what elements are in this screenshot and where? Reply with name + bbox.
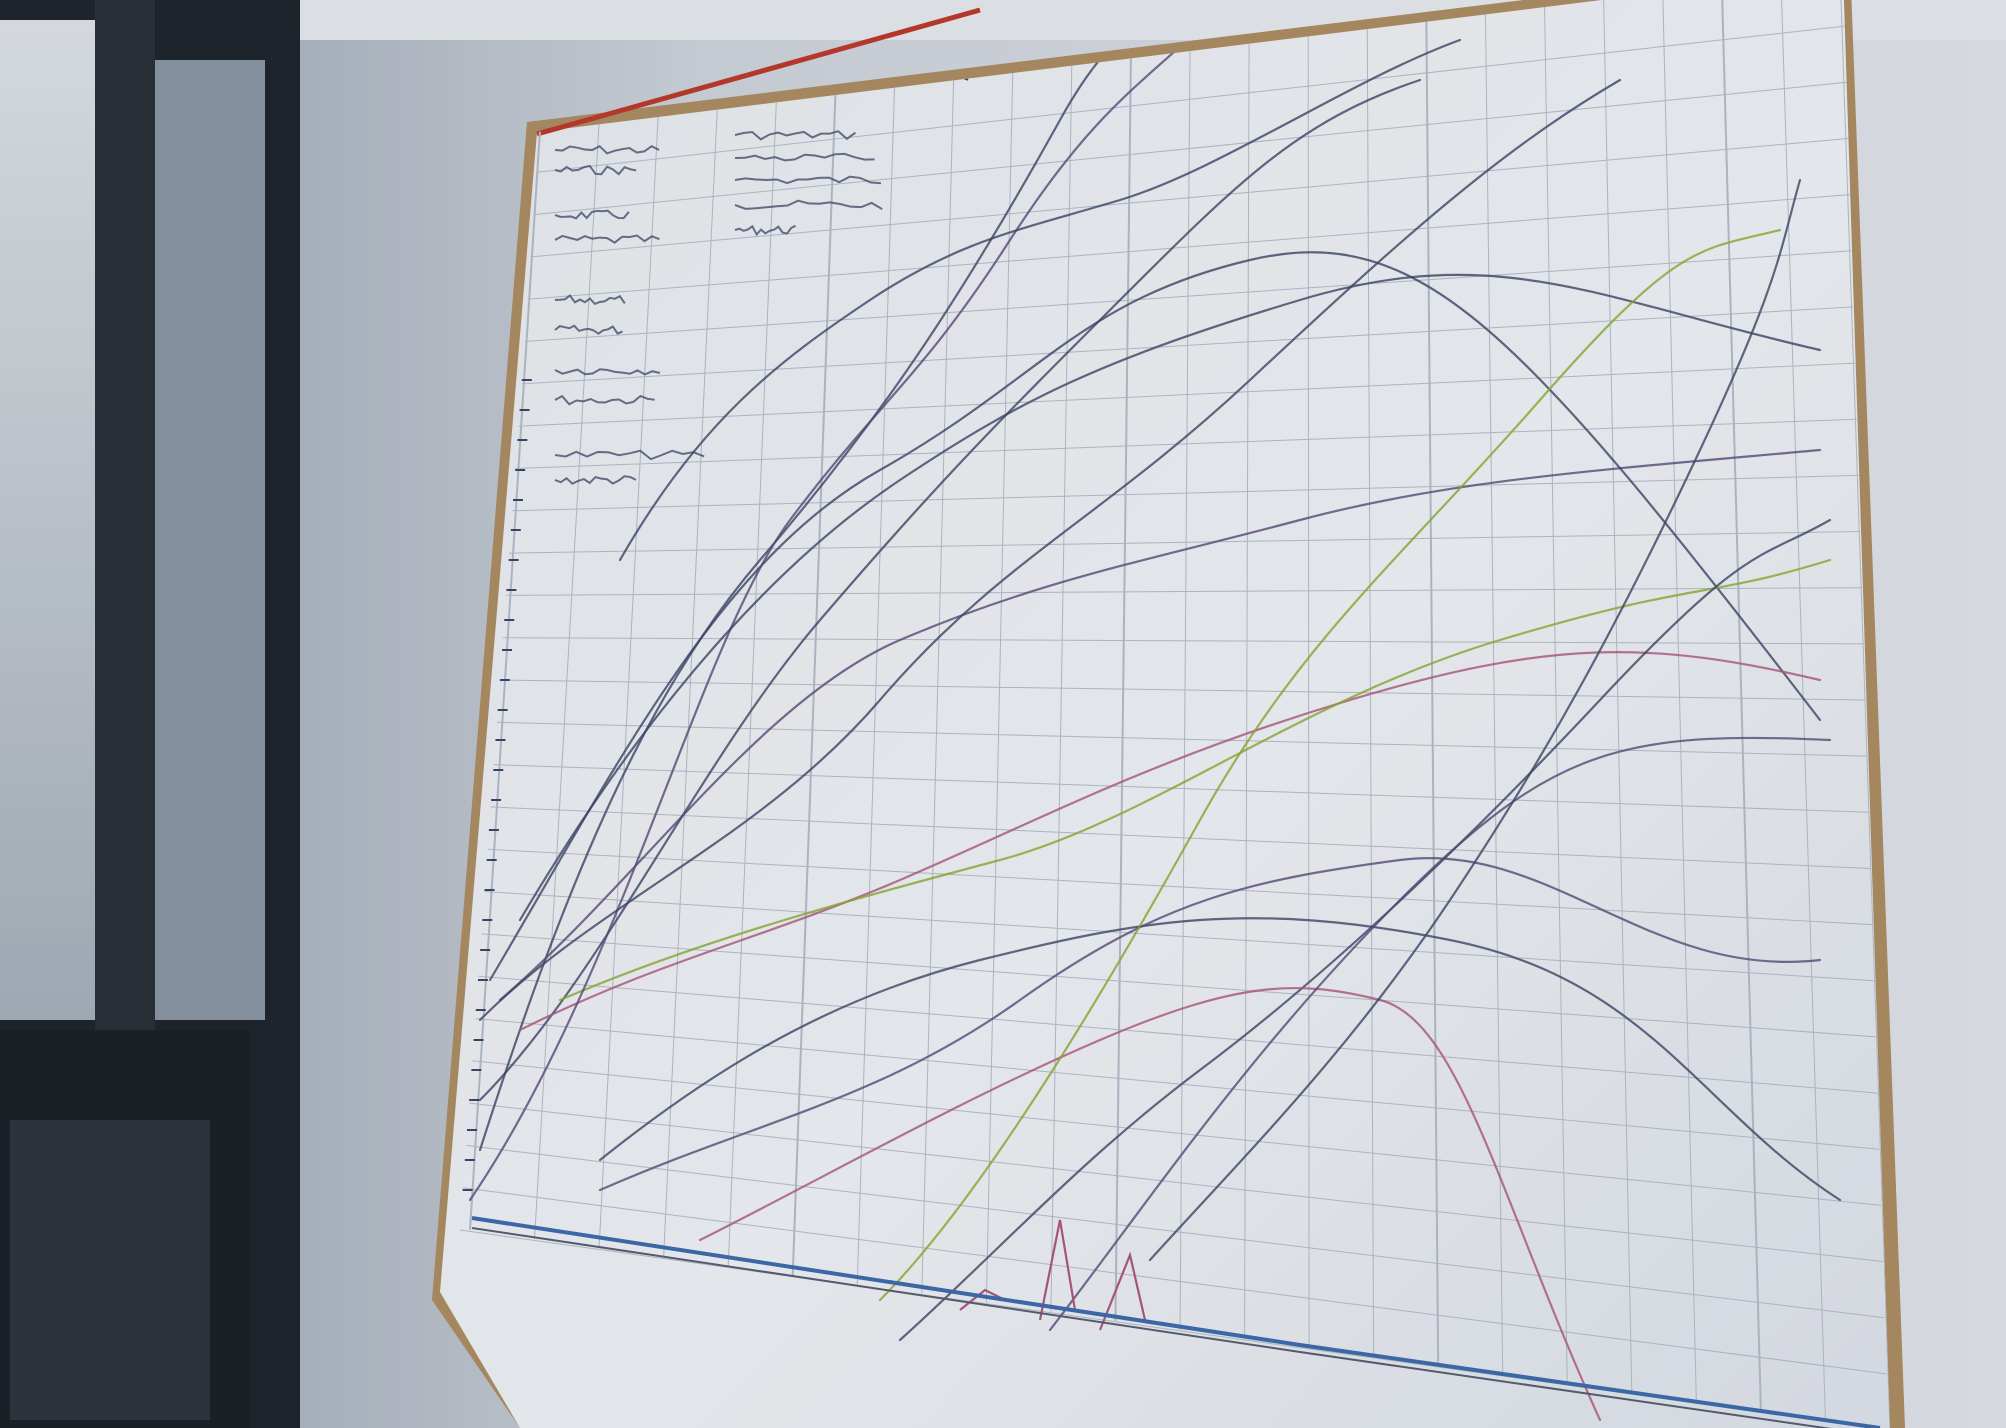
grid-line-horizontal (484, 891, 1875, 982)
curve-line (478, 78, 1622, 1022)
scribble-mark (554, 164, 637, 176)
grid-line-horizontal (503, 637, 1864, 645)
window-frame-inner (95, 0, 155, 1040)
scribble-mark (554, 294, 626, 306)
grid-line-horizontal (472, 1060, 1882, 1206)
grid-line-horizontal (475, 1017, 1880, 1150)
curve-line (898, 518, 1832, 1342)
scribble-mark (734, 130, 857, 141)
scribble-mark (734, 152, 875, 162)
scribble-mark (554, 234, 660, 244)
grid-line-horizontal (524, 250, 1852, 343)
baseline-dark (471, 1227, 1881, 1428)
grid-line-horizontal (521, 306, 1854, 385)
grid-line-horizontal (527, 194, 1850, 300)
whiteboard (440, 0, 1890, 1428)
grid-line-horizontal (518, 362, 1856, 427)
curve-line (1148, 178, 1802, 1262)
curve-spike (1038, 1219, 1077, 1321)
grid-line-horizontal (530, 137, 1849, 258)
scribble-mark (554, 368, 661, 376)
baseline-blue (471, 1216, 1881, 1428)
scribble-mark (554, 144, 660, 155)
scribble-mark (554, 449, 705, 461)
grid-line-horizontal (463, 1187, 1887, 1375)
scribble-mark (734, 199, 883, 210)
curve-line (698, 986, 1602, 1422)
curve-line (878, 228, 1782, 1302)
grid-line-horizontal (487, 848, 1873, 926)
curve-line (498, 448, 1822, 1002)
curve-line (598, 857, 1822, 1192)
curve-line (488, 251, 1822, 982)
board-top-accent (536, 7, 981, 137)
grid-line-horizontal (478, 975, 1878, 1094)
window-glass (0, 20, 95, 1020)
grid-line-horizontal (490, 806, 1871, 869)
grid-line-horizontal (515, 418, 1857, 469)
curve-line (1048, 736, 1832, 1332)
hand-drawn-curves (468, 0, 1842, 1422)
window-pane-right (155, 60, 265, 1020)
curve-line (518, 651, 1822, 1032)
curve-spike (1098, 1251, 1147, 1331)
scribble-mark (554, 209, 630, 220)
curve-line (478, 78, 1422, 1102)
grid-line-horizontal (499, 679, 1866, 701)
curve-line (558, 558, 1832, 1002)
grid-line-horizontal (536, 25, 1845, 173)
grid-line-horizontal (533, 81, 1847, 216)
window (0, 0, 300, 1428)
grid-line-horizontal (469, 1102, 1883, 1263)
curve-line (618, 38, 1462, 562)
scribble-mark (554, 394, 655, 406)
scribble-mark (734, 175, 882, 185)
grid-line-horizontal (496, 721, 1868, 757)
curve-line (468, 0, 1232, 1202)
grid-line-horizontal (509, 531, 1861, 554)
scribble-mark (554, 324, 623, 335)
grid-line-horizontal (512, 474, 1859, 512)
curve-line (518, 273, 1822, 922)
scribble-mark (554, 475, 637, 485)
scribble-mark (734, 224, 797, 237)
curve-line (598, 917, 1842, 1202)
